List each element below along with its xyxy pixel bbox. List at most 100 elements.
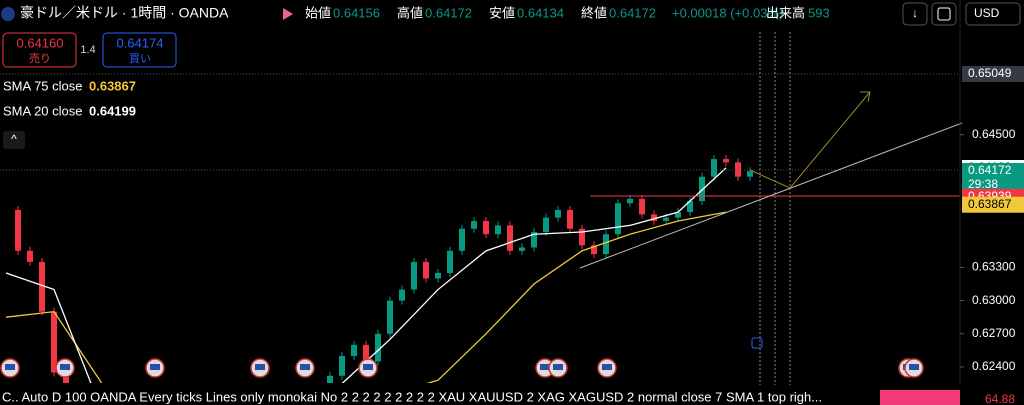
countdown: 29:38 (968, 177, 998, 191)
candle (591, 245, 597, 255)
candle (351, 344, 357, 356)
candle (471, 220, 477, 229)
candle (507, 225, 513, 251)
buy-label: 買い (129, 52, 151, 65)
candle (567, 209, 573, 229)
indicator-value: 0.64199 (89, 103, 136, 118)
candle (51, 311, 57, 373)
candle (435, 272, 441, 279)
event-flag (300, 364, 310, 370)
badge-box (880, 390, 960, 405)
indicators: SMA 75 close 0.63867 SMA 20 close 0.64199 (3, 78, 136, 118)
currency-select[interactable] (965, 2, 1021, 26)
collapse-button[interactable] (3, 131, 25, 149)
candle (459, 228, 465, 251)
candle (651, 214, 657, 221)
ohlc-value: 0.64172 (609, 5, 656, 20)
candle (327, 375, 333, 383)
candle (711, 159, 717, 177)
event-flag (363, 364, 373, 370)
icon (937, 7, 951, 21)
ohlc-label: 終値 (581, 5, 607, 20)
tick-label: 0.63000 (972, 293, 1016, 307)
trend-line (579, 122, 963, 269)
candle (411, 261, 417, 290)
candle (447, 250, 453, 273)
ohlc-value: 0.64172 (425, 5, 472, 20)
change: +0.00018 (+0.03%) (672, 5, 783, 20)
candle (543, 217, 549, 233)
button[interactable] (931, 2, 957, 26)
sell-price: 0.64160 (17, 35, 64, 50)
candle (555, 209, 561, 218)
price-axis: 0.64500 0.63300 0.63000 0.62700 0.62400 0.650… (960, 65, 1024, 373)
candle (339, 355, 345, 376)
buy-button[interactable] (102, 32, 177, 68)
candle (495, 225, 501, 235)
price-marker (962, 162, 1024, 193)
candle (483, 220, 489, 235)
tick-label: 0.62400 (972, 359, 1016, 373)
indicator-value: 0.63867 (89, 78, 136, 93)
indicator-name: SMA 75 close (3, 78, 83, 93)
candle (747, 171, 753, 177)
badge: 64.88 (985, 392, 1015, 405)
price-marker (962, 196, 1024, 213)
event-flag (150, 364, 160, 370)
event-flag (5, 364, 15, 370)
candle (387, 300, 393, 334)
path-arrow (749, 91, 871, 189)
ohlc-label: 始値 (305, 5, 331, 20)
candle (579, 228, 585, 246)
marker (751, 337, 763, 349)
tick-label: 0.62700 (972, 326, 1016, 340)
candle (423, 261, 429, 279)
ohlc: 始値 0.64156 高値 0.64172 安値 0.64134 終値 0.64172 (305, 5, 656, 20)
candle (699, 176, 705, 202)
candle (639, 198, 645, 215)
event-flag (255, 364, 265, 370)
indicator-name: SMA 20 close (3, 103, 83, 118)
symbol: 豪ドル／米ドル · 1時間 · OANDA (20, 5, 229, 21)
candle (675, 212, 681, 218)
price-marker-label: 0.64172 (968, 163, 1012, 177)
event-icons (0, 358, 924, 378)
sell-button[interactable] (2, 32, 77, 68)
event-flag (909, 364, 919, 370)
buy-price: 0.64174 (117, 35, 164, 50)
candle (375, 333, 381, 362)
sell-label: 売り (29, 52, 51, 65)
ohlc-value: 0.64156 (333, 5, 380, 20)
flag (1, 7, 15, 21)
ohlc-label: 高値 (397, 5, 423, 20)
price-marker-label: 0.63867 (968, 197, 1012, 211)
flag-icon (283, 8, 293, 20)
currency: USD (974, 6, 1000, 20)
drawings (0, 0, 963, 405)
event-flag (602, 364, 612, 370)
candle (687, 201, 693, 213)
event-flag (540, 364, 550, 370)
price-marker (962, 65, 1024, 82)
candle (663, 217, 669, 221)
candle (531, 232, 537, 248)
candle (603, 234, 609, 255)
candle (399, 289, 405, 301)
candle (39, 261, 45, 312)
ohlc-label: 安値 (489, 5, 515, 20)
tick-label: 0.63300 (972, 260, 1016, 274)
ohlc-value: 0.64134 (517, 5, 564, 20)
button[interactable] (902, 2, 928, 26)
price-marker-label: 0.65049 (968, 66, 1012, 80)
candle (627, 198, 633, 204)
volume-label: 出来高 (766, 5, 805, 20)
tick-label: 0.64500 (972, 127, 1016, 141)
event-flag (553, 364, 563, 370)
collapse-icon: ^ (11, 132, 17, 146)
candle (363, 344, 369, 362)
candle (27, 250, 33, 262)
candle (15, 209, 21, 251)
settings-text: C.. Auto D 100 OANDA Every ticks Lines o… (2, 389, 822, 404)
